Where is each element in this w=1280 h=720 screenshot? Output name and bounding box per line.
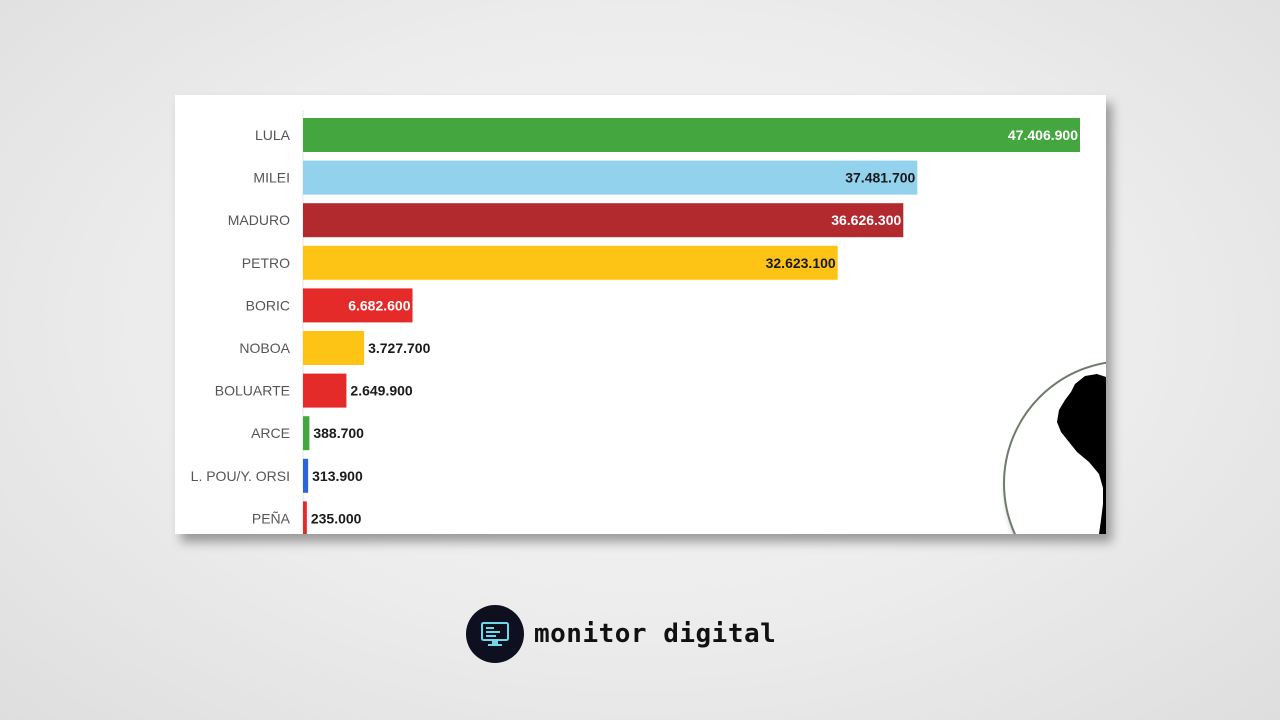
category-label: BOLUARTE (215, 383, 290, 399)
brand-logo (466, 605, 524, 663)
value-label: 47.406.900 (1008, 127, 1078, 143)
bar (303, 458, 309, 493)
computer-monitor-icon (481, 622, 509, 646)
value-label: 235.000 (311, 510, 362, 526)
value-label: 32.623.100 (766, 255, 836, 271)
category-label: LULA (255, 127, 291, 143)
bar (303, 245, 838, 280)
category-label: PEÑA (252, 510, 291, 526)
brand: monitor digital (466, 605, 776, 663)
value-label: 3.727.700 (368, 340, 430, 356)
value-label: 2.649.900 (350, 383, 412, 399)
brand-name: monitor digital (534, 619, 777, 649)
bar (303, 160, 918, 195)
category-label: PETRO (242, 255, 290, 271)
bar (303, 501, 307, 534)
category-label: MADURO (228, 212, 290, 228)
bar (303, 373, 347, 408)
bars-layer: LULA 47.406.900 MILEI 37.481.700 MADURO 36.62… (191, 118, 1080, 534)
category-label: BORIC (246, 297, 290, 313)
value-label: 313.900 (312, 468, 363, 484)
bar-chart: LULA 47.406.900 MILEI 37.481.700 MADURO 36.62… (191, 110, 1080, 534)
chart-card: LULA 47.406.900 MILEI 37.481.700 MADURO 36.62… (175, 95, 1106, 534)
bar (303, 118, 1080, 152)
bar (303, 288, 413, 323)
value-label: 388.700 (313, 425, 364, 441)
category-label: ARCE (251, 425, 290, 441)
bar (303, 416, 310, 451)
south-america-map-inset (1003, 360, 1106, 534)
category-label: L. POU/Y. ORSI (191, 468, 290, 484)
category-label: MILEI (253, 170, 290, 186)
category-label: NOBOA (239, 340, 290, 356)
south-america-map-icon (1057, 374, 1106, 534)
value-label: 6.682.600 (348, 297, 410, 313)
bar (303, 331, 365, 365)
bar (303, 203, 904, 238)
value-label: 36.626.300 (831, 212, 901, 228)
value-label: 37.481.700 (845, 170, 915, 186)
